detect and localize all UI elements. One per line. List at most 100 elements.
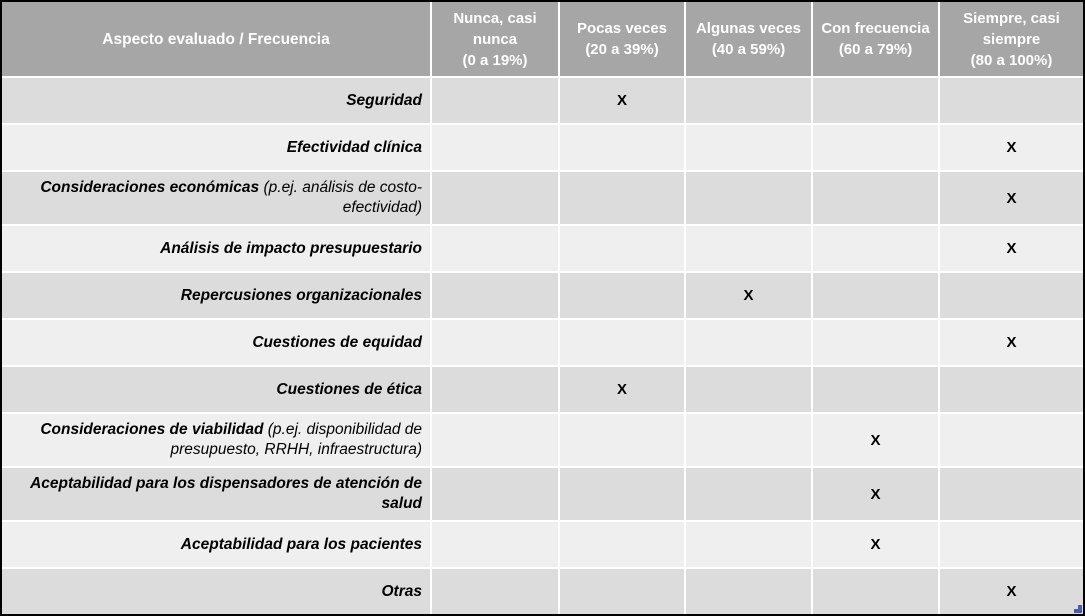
row-label-cell: Repercusiones organizacionales	[2, 272, 432, 320]
row-label-cell: Cuestiones de ética	[2, 366, 432, 414]
row-label-cell: Efectividad clínica	[2, 124, 432, 172]
mark-cell[interactable]	[939, 413, 1083, 468]
table-row: Aceptabilidad para los pacientes X	[2, 521, 1083, 569]
column-header-nunca: Nunca, casi nunca (0 a 19%)	[431, 2, 560, 78]
row-label-cell: Cuestiones de equidad	[2, 319, 432, 367]
mark-cell[interactable]	[812, 568, 940, 614]
mark-cell[interactable]: X	[685, 272, 813, 320]
table-row: Análisis de impacto presupuestario X	[2, 225, 1083, 273]
mark-cell[interactable]	[431, 568, 560, 614]
mark-cell[interactable]	[559, 124, 686, 172]
mark-cell[interactable]	[559, 272, 686, 320]
mark-cell[interactable]: X	[939, 568, 1083, 614]
mark-cell[interactable]: X	[812, 467, 940, 522]
row-label: Consideraciones económicas	[40, 179, 260, 196]
column-header-siempre: Siempre, casi siempre (80 a 100%)	[939, 2, 1083, 78]
mark-cell[interactable]	[685, 521, 813, 569]
row-label-cell: Consideraciones económicas (p.ej. anális…	[2, 171, 432, 226]
mark-cell[interactable]: X	[939, 225, 1083, 273]
mark-cell[interactable]	[685, 225, 813, 273]
column-range: (0 a 19%)	[462, 51, 528, 69]
mark-cell[interactable]	[939, 272, 1083, 320]
mark-cell[interactable]	[685, 568, 813, 614]
mark-cell[interactable]	[812, 319, 940, 367]
mark-cell[interactable]: X	[559, 366, 686, 414]
mark-cell[interactable]	[685, 124, 813, 172]
mark-cell[interactable]	[685, 77, 813, 125]
mark-cell[interactable]	[559, 467, 686, 522]
mark-cell[interactable]: X	[939, 171, 1083, 226]
mark-cell[interactable]: X	[559, 77, 686, 125]
mark-cell[interactable]	[559, 171, 686, 226]
corner-header-cell: Aspecto evaluado / Frecuencia	[2, 2, 432, 78]
row-label: Efectividad clínica	[286, 138, 422, 156]
row-label: Cuestiones de equidad	[252, 333, 422, 351]
row-label: Análisis de impacto presupuestario	[160, 239, 422, 257]
mark-cell[interactable]	[939, 366, 1083, 414]
mark-cell[interactable]	[431, 521, 560, 569]
row-label: Aceptabilidad para los dispensadores de …	[30, 475, 422, 512]
column-label: Pocas veces	[576, 20, 668, 37]
mark-cell[interactable]	[559, 568, 686, 614]
mark-cell[interactable]	[431, 319, 560, 367]
mark-cell[interactable]	[685, 171, 813, 226]
mark-cell[interactable]	[431, 124, 560, 172]
mark-cell[interactable]	[559, 521, 686, 569]
mark-cell[interactable]: X	[812, 521, 940, 569]
row-label: Seguridad	[346, 91, 422, 109]
mark-cell[interactable]	[431, 366, 560, 414]
column-label: Con frecuencia	[821, 20, 930, 37]
column-label: Nunca, casi nunca	[453, 9, 537, 48]
mark-cell[interactable]	[431, 77, 560, 125]
column-label: Siempre, casi siempre	[963, 9, 1060, 48]
mark-cell[interactable]	[939, 521, 1083, 569]
mark-cell[interactable]	[431, 413, 560, 468]
row-label-note: (p.ej. análisis de costo-efectividad)	[259, 179, 422, 216]
mark-cell[interactable]	[431, 272, 560, 320]
mark-cell[interactable]: X	[939, 319, 1083, 367]
table-row: Repercusiones organizacionales X	[2, 272, 1083, 320]
mark-cell[interactable]	[812, 366, 940, 414]
mark-cell[interactable]	[939, 467, 1083, 522]
mark-cell[interactable]: X	[812, 413, 940, 468]
mark-cell[interactable]	[685, 366, 813, 414]
mark-cell[interactable]	[431, 225, 560, 273]
mark-cell[interactable]	[812, 124, 940, 172]
mark-cell[interactable]	[812, 77, 940, 125]
column-range: (40 a 59%)	[711, 41, 786, 58]
row-label-cell: Aceptabilidad para los pacientes	[2, 521, 432, 569]
column-header-con-frecuencia: Con frecuencia (60 a 79%)	[812, 2, 940, 78]
mark-cell[interactable]	[559, 319, 686, 367]
column-header-pocas-veces: Pocas veces (20 a 39%)	[559, 2, 686, 78]
mark-cell[interactable]	[685, 319, 813, 367]
table-row: Otras X	[2, 568, 1083, 614]
row-label: Repercusiones organizacionales	[180, 286, 422, 304]
table-row: Cuestiones de ética X	[2, 366, 1083, 414]
row-label-cell: Análisis de impacto presupuestario	[2, 225, 432, 273]
mark-cell[interactable]	[559, 225, 686, 273]
mark-cell[interactable]	[431, 171, 560, 226]
mark-cell[interactable]	[431, 467, 560, 522]
mark-cell[interactable]: X	[939, 124, 1083, 172]
mark-cell[interactable]	[812, 272, 940, 320]
table-body: Seguridad X Efectividad clínica X Consid…	[2, 77, 1083, 614]
table-header: Aspecto evaluado / Frecuencia Nunca, cas…	[2, 2, 1083, 78]
row-label: Cuestiones de ética	[276, 380, 422, 398]
table-row: Aceptabilidad para los dispensadores de …	[2, 467, 1083, 522]
column-range: (20 a 39%)	[585, 41, 659, 58]
mark-cell[interactable]	[812, 171, 940, 226]
row-label-cell: Aceptabilidad para los dispensadores de …	[2, 467, 432, 522]
row-label-cell: Otras	[2, 568, 432, 614]
row-label-cell: Seguridad	[2, 77, 432, 125]
mark-cell[interactable]	[939, 77, 1083, 125]
row-label: Consideraciones de viabilidad	[40, 421, 264, 438]
mark-cell[interactable]	[559, 413, 686, 468]
header-row: Aspecto evaluado / Frecuencia Nunca, cas…	[2, 2, 1083, 78]
row-label-cell: Consideraciones de viabilidad (p.ej. dis…	[2, 413, 432, 468]
resize-handle[interactable]	[1074, 605, 1082, 613]
mark-cell[interactable]	[685, 413, 813, 468]
column-range: (60 a 79%)	[838, 41, 913, 58]
mark-cell[interactable]	[685, 467, 813, 522]
mark-cell[interactable]	[812, 225, 940, 273]
